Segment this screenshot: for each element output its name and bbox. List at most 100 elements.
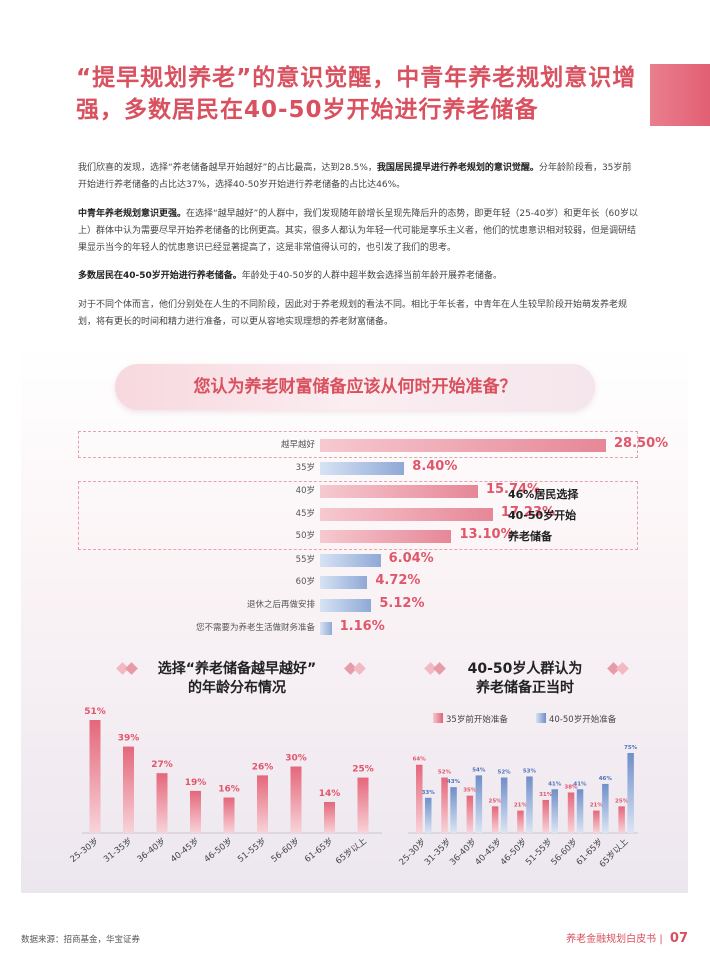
left-chart-bar <box>290 766 302 833</box>
left-chart-category-label: 51-55岁 <box>235 836 268 865</box>
p3-text-bold: 多数居民在40-50岁开始进行养老储备。 <box>78 271 242 281</box>
left-chart-category-label: 25-30岁 <box>68 836 101 865</box>
hbar <box>320 462 405 475</box>
footer-book-title: 养老金融规划白皮书 <box>566 934 657 945</box>
p1-text-c: 分年龄阶段看，35岁前开始进行养老储备的占比达37%，选择40-50岁开始进行养… <box>78 163 632 190</box>
left-chart-value-label: 16% <box>218 785 240 795</box>
right-chart-value-label: 25% <box>615 798 629 804</box>
left-chart-category-label: 65岁以上 <box>333 835 369 866</box>
p2-text: 在选择“越早越好”的人群中，我们发现随年龄增长呈现先降后升的态势，即更年轻（25… <box>78 209 638 253</box>
question-banner: 您认为养老财富储备应该从何时开始准备？ <box>115 364 595 410</box>
right-section-title: 40-50岁人群认为 养老储备正当时 <box>445 660 605 698</box>
left-chart-bar <box>257 775 268 833</box>
paragraph-3: 多数居民在40-50岁开始进行养老储备。年龄处于40-50岁的人群中超半数会选择… <box>78 268 638 285</box>
right-chart-value-label: 52% <box>498 770 512 776</box>
right-chart-bar-40-50 <box>602 783 609 833</box>
hbar-value-label: 13.10% <box>459 527 514 542</box>
hbar <box>320 439 606 452</box>
right-chart-bar-before-35 <box>542 799 549 833</box>
right-chart-category-label: 25-30岁 <box>397 836 428 867</box>
hbar-label: 35岁 <box>295 463 315 473</box>
left-chart-bar <box>190 790 201 833</box>
note-line-2: 40-50岁开始 <box>508 509 577 522</box>
right-chart-value-label: 54% <box>472 767 486 773</box>
question-text: 您认为养老财富储备应该从何时开始准备？ <box>193 377 517 397</box>
right-chart-category-label: 46-50岁 <box>498 836 529 867</box>
note-line-1: 46%居民选择 <box>508 488 579 501</box>
right-chart-value-label: 41% <box>548 781 562 787</box>
hbar-label: 40岁 <box>295 486 315 496</box>
paragraph-2: 中青年养老规划意识更强。在选择“越早越好”的人群中，我们发现随年龄增长呈现先降后… <box>78 206 638 257</box>
right-chart-value-label: 38% <box>564 784 578 790</box>
page-number: 07 <box>669 931 688 946</box>
hbar-value-label: 15.74% <box>485 482 541 497</box>
hbar-label: 退休之后再做安排 <box>246 600 315 610</box>
legend-swatch-blue <box>536 713 546 723</box>
left-chart-value-label: 26% <box>252 762 274 772</box>
left-section-title: 选择“养老储备越早越好” 的年龄分布情况 <box>132 660 342 698</box>
right-chart-category-label: 40-45岁 <box>473 836 504 867</box>
right-chart-category-label: 51-55岁 <box>523 836 554 867</box>
right-chart-value-label: 31% <box>539 792 553 798</box>
hbar-label: 55岁 <box>295 555 315 565</box>
left-chart-bar <box>156 773 168 833</box>
note-46-percent: 46%居民选择 40-50岁开始 养老储备 <box>508 484 578 547</box>
note-line-3: 养老储备 <box>508 530 552 543</box>
right-chart-bar-40-50 <box>425 797 432 833</box>
right-chart-bar-before-35 <box>593 810 600 833</box>
left-chart-category-label: 40-45岁 <box>168 836 201 865</box>
p3-text: 年龄处于40-50岁的人群中超半数会选择当前年龄开展养老储备。 <box>241 271 502 281</box>
right-chart-bar-before-35 <box>618 806 625 833</box>
legend-label-a: 35岁前开始准备 <box>446 715 508 725</box>
left-chart-category-label: 61-65岁 <box>302 836 335 865</box>
left-chart-bar <box>223 797 235 833</box>
left-chart-value-label: 19% <box>185 778 207 788</box>
p1-text-bold: 我国居民提早进行养老规划的意识觉醒。 <box>376 163 539 173</box>
left-chart-value-label: 51% <box>84 707 106 717</box>
right-chart-bar-before-35 <box>441 777 448 833</box>
right-chart-value-label: 25% <box>489 798 503 804</box>
right-chart-bar-before-35 <box>567 792 575 833</box>
right-chart-value-label: 41% <box>573 781 587 787</box>
left-chart-bar <box>89 720 101 833</box>
left-chart-value-label: 27% <box>151 760 173 770</box>
right-title-line-2: 养老储备正当时 <box>476 680 574 696</box>
left-chart-bar <box>357 777 369 833</box>
hbar-value-label: 4.72% <box>375 573 421 588</box>
right-chart-value-label: 53% <box>523 768 537 774</box>
left-title-line-2: 的年龄分布情况 <box>188 680 286 696</box>
right-chart-bar-before-35 <box>491 806 499 833</box>
hbar-value-label: 5.12% <box>379 596 425 611</box>
left-chart-category-label: 46-50岁 <box>202 836 235 865</box>
right-chart-value-label: 21% <box>514 803 528 809</box>
footer-book: 养老金融规划白皮书 | 07 <box>566 930 688 946</box>
right-chart-bar-40-50 <box>576 789 584 833</box>
right-chart-value-label: 33% <box>422 790 436 796</box>
paragraph-1: 我们欣喜的发现，选择“养老储备越早开始越好”的占比最高，达到28.5%，我国居民… <box>78 160 638 194</box>
right-chart-bar-before-35 <box>517 810 524 833</box>
right-chart-bar-40-50 <box>526 776 533 833</box>
p1-text-a: 我们欣喜的发现，选择“养老储备越早开始越好”的占比最高，达到28.5%， <box>78 163 377 173</box>
left-chart-value-label: 39% <box>118 734 140 744</box>
right-chart-bar-40-50 <box>627 753 634 833</box>
hbar <box>320 599 372 612</box>
right-chart-bar-before-35 <box>466 795 474 833</box>
right-chart-category-label: 56-60岁 <box>549 836 580 867</box>
highlight-box-earliest <box>78 431 638 458</box>
highlight-box-40-50 <box>78 481 638 550</box>
hbar <box>320 530 452 543</box>
hbar-value-label: 28.50% <box>614 436 669 451</box>
left-chart-bar <box>123 746 134 833</box>
accent-bar <box>650 64 710 126</box>
right-chart-category-label: 31-35岁 <box>422 836 453 867</box>
hbar-value-label: 17.23% <box>500 505 556 520</box>
paragraph-4: 对于不同个体而言，他们分别处在人生的不同阶段，因此对于养老规划的看法不同。相比于… <box>78 297 638 331</box>
p2-text-bold: 中青年养老规划意识更强。 <box>78 209 187 219</box>
hbar <box>320 485 478 498</box>
hbar-label: 您不需要为养老生活做财务准备 <box>195 623 315 633</box>
right-chart-value-label: 43% <box>447 779 461 785</box>
right-chart-value-label: 64% <box>413 757 427 763</box>
left-chart-category-label: 31-35岁 <box>101 836 134 865</box>
right-chart-value-label: 46% <box>599 776 613 782</box>
